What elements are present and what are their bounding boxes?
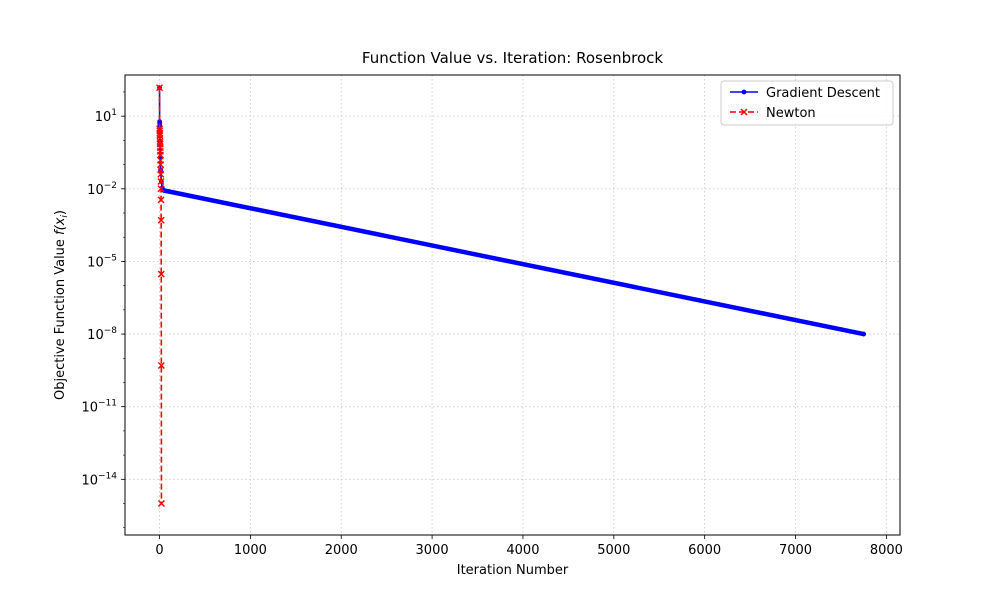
- x-marker-stroke: [157, 270, 165, 278]
- x-tick-label: 3000: [416, 543, 449, 558]
- y-tick-label: 10−14: [81, 471, 117, 488]
- x-marker-stroke: [740, 108, 748, 116]
- series-point: [157, 178, 165, 185]
- y-axis-label: Objective Function Value f(xi): [53, 210, 70, 400]
- x-marker-stroke: [156, 129, 164, 137]
- x-marker-stroke: [156, 131, 164, 139]
- legend-marker: [741, 89, 747, 95]
- x-tick-label: 0: [155, 543, 163, 558]
- chart-title: Function Value vs. Iteration: Rosenbrock: [362, 49, 663, 67]
- y-axis-label-close: ): [53, 210, 68, 215]
- tick-layer: 0 1000 2000 3000 4000 5000 6000 7000 8000 101 10−2…: [81, 91, 903, 558]
- x-marker-stroke: [156, 151, 164, 159]
- y-tick-label: 10−2: [87, 181, 117, 198]
- x-axis-label: Iteration Number: [457, 563, 569, 578]
- plot-area-frame: [124, 74, 901, 536]
- series-point: [157, 170, 165, 178]
- x-marker-stroke: [156, 137, 164, 145]
- x-tick-label: 2000: [325, 543, 358, 558]
- x-marker-stroke: [157, 216, 165, 224]
- legend-box: [720, 80, 894, 126]
- x-tick-label: 8000: [870, 543, 903, 558]
- series-point: [156, 137, 164, 145]
- series-point: [161, 188, 167, 193]
- x-marker-stroke: [156, 84, 164, 92]
- y-tick-label: 101: [95, 108, 117, 125]
- series-point: [156, 129, 164, 137]
- series-point: [157, 270, 165, 278]
- series-point: [156, 84, 164, 92]
- x-marker-stroke: [157, 196, 165, 204]
- series-point: [157, 196, 165, 204]
- series-point: [861, 331, 867, 337]
- x-marker-stroke: [157, 178, 165, 185]
- x-tick-label: 1000: [234, 543, 267, 558]
- x-tick-label: 4000: [506, 543, 539, 558]
- legend-label: Gradient Descent: [766, 86, 880, 101]
- series-point: [157, 185, 165, 193]
- x-marker-stroke: [157, 170, 165, 178]
- series-marker-band: [161, 188, 866, 337]
- y-tick-label: 10−11: [81, 399, 117, 416]
- x-marker-stroke: [156, 134, 164, 142]
- series-point: [157, 500, 165, 508]
- series-line: [158, 87, 163, 504]
- series-point: [156, 151, 164, 159]
- y-tick-label: 10−5: [87, 253, 117, 270]
- series-point: [157, 161, 165, 169]
- x-marker-stroke: [157, 362, 165, 370]
- x-marker-stroke: [157, 185, 165, 193]
- series-newton: [156, 84, 165, 508]
- series-point: [157, 216, 165, 224]
- y-axis-label-math: f(x: [53, 217, 68, 235]
- y-tick-label: 10−8: [87, 326, 117, 343]
- series-point: [157, 362, 165, 370]
- y-axis-label-text: Objective Function Value: [53, 235, 68, 400]
- x-tick-label: 6000: [688, 543, 721, 558]
- x-tick-label: 5000: [597, 543, 630, 558]
- legend-label: Newton: [766, 106, 816, 121]
- y-axis-label-subscript: i: [60, 215, 70, 218]
- series-layer: [156, 84, 867, 508]
- x-marker-stroke: [157, 500, 165, 508]
- x-tick-label: 7000: [779, 543, 812, 558]
- legend: Gradient Descent Newton: [720, 80, 894, 126]
- legend-marker: [740, 108, 748, 116]
- x-marker-stroke: [157, 161, 165, 169]
- series-group: [156, 84, 867, 508]
